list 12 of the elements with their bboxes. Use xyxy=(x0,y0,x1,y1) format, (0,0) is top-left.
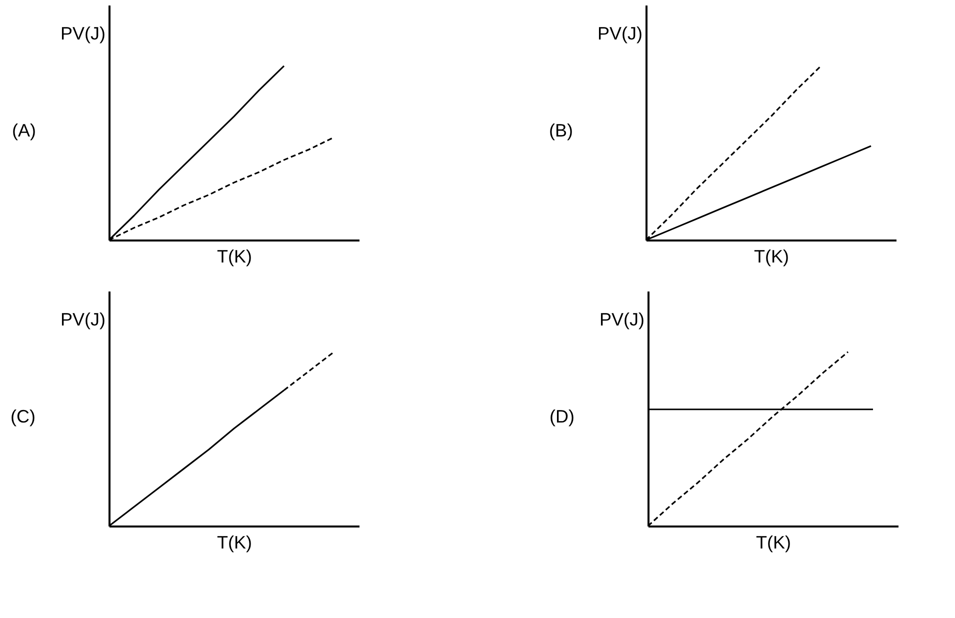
y-axis-title: PV(J) xyxy=(598,24,642,44)
text: (C) xyxy=(10,406,36,426)
text: (B) xyxy=(549,120,574,140)
x-axis-title: T(K) xyxy=(754,246,789,266)
x-axis-title: T(K) xyxy=(217,532,252,552)
x-axis-title: T(K) xyxy=(756,532,791,552)
y-axis-title: PV(J) xyxy=(60,24,106,44)
y-axis-title: PV(J) xyxy=(600,310,644,330)
y-axis-title: PV(J) xyxy=(60,310,106,330)
text: (A) xyxy=(12,120,36,140)
x-axis-title: T(K) xyxy=(217,246,252,266)
text: (D) xyxy=(550,406,575,426)
